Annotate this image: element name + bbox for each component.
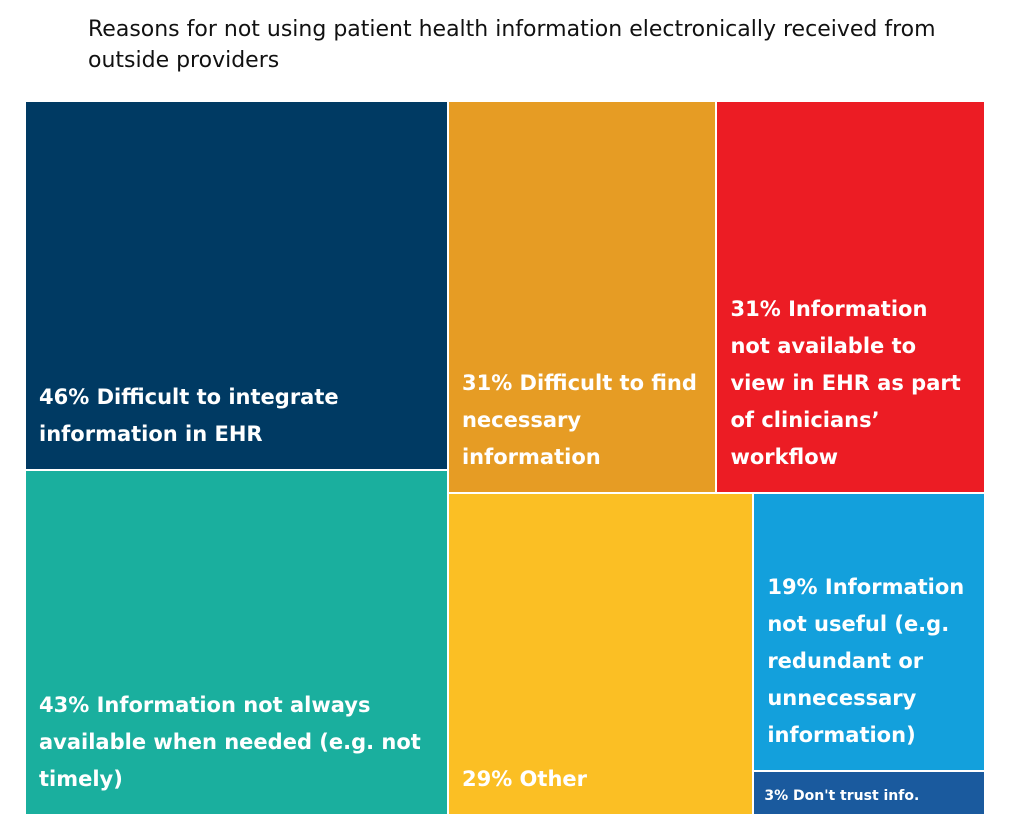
tile-label: 29% Other <box>449 761 599 814</box>
category-label: Difficult to integrate information in EH… <box>39 385 339 447</box>
category-label: Information not available to view in EHR… <box>730 296 961 469</box>
value-label: 3% <box>764 787 789 804</box>
category-label: Difficult to find necessary information <box>461 370 697 469</box>
treemap-tile: 46% Difficult to integrate information i… <box>25 101 448 471</box>
tile-label: 31% Difficult to find necessary informat… <box>449 365 716 492</box>
tile-label: 31% Information not available to view in… <box>717 291 984 492</box>
treemap-tile: 43% Information not always available whe… <box>25 470 448 815</box>
treemap-tile: 31% Information not available to view in… <box>716 101 985 493</box>
tile-label: 19% Information not useful (e.g. redunda… <box>754 569 984 770</box>
treemap-tile: 19% Information not useful (e.g. redunda… <box>753 492 985 772</box>
value-label: 19% <box>767 575 818 600</box>
chart-title: Reasons for not using patient health inf… <box>88 17 936 73</box>
treemap-tile: 29% Other <box>447 492 754 815</box>
treemap: 46% Difficult to integrate information i… <box>25 101 985 815</box>
tile-label: 43% Information not always available whe… <box>26 687 447 814</box>
category-label: Don't trust info. <box>792 787 920 804</box>
category-label: Other <box>519 766 587 791</box>
tile-label: 46% Difficult to integrate information i… <box>26 379 447 469</box>
value-label: 31% <box>730 296 781 321</box>
value-label: 46% <box>39 385 90 410</box>
value-label: 31% <box>461 370 513 395</box>
value-label: 43% <box>39 692 90 717</box>
category-label: Information not useful (e.g. redundant o… <box>767 575 965 748</box>
value-label: 29% <box>461 766 513 791</box>
tile-label: 3% Don't trust info. <box>754 786 927 814</box>
treemap-tile: 31% Difficult to find necessary informat… <box>447 101 717 493</box>
treemap-tile: 3% Don't trust info. <box>753 771 985 815</box>
category-label: Information not always available when ne… <box>39 692 421 791</box>
